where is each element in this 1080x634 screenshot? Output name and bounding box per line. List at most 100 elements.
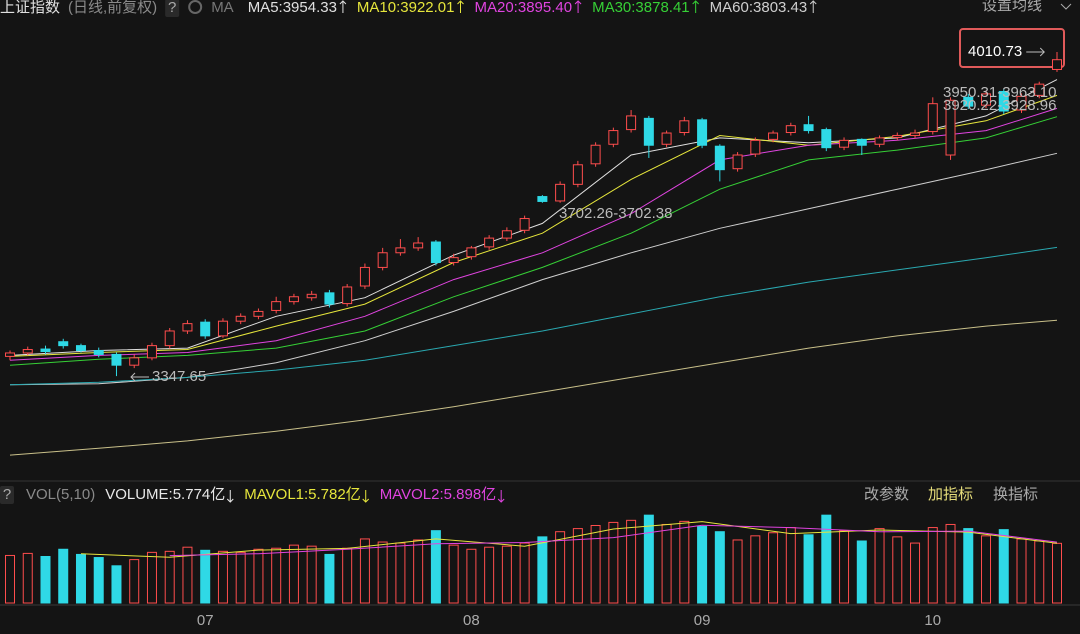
volume-bar bbox=[856, 540, 867, 604]
indicator-button[interactable]: 加指标 bbox=[928, 486, 973, 503]
volume-bar bbox=[679, 520, 690, 604]
candle-body bbox=[1034, 83, 1045, 96]
candle-body bbox=[874, 137, 885, 145]
candle-body bbox=[430, 241, 441, 264]
candle-body bbox=[466, 247, 477, 258]
volume-bar bbox=[963, 528, 974, 604]
candle-body bbox=[555, 183, 566, 202]
candle-body bbox=[572, 164, 583, 185]
candle-body bbox=[892, 134, 903, 138]
volume-bar bbox=[519, 542, 530, 604]
price-annotation: 4010.73 bbox=[968, 43, 1022, 60]
arrow-icon bbox=[497, 490, 505, 503]
candle-body bbox=[217, 320, 228, 337]
candle-body bbox=[750, 139, 761, 155]
volume-bar bbox=[714, 531, 725, 604]
price-annotation: 3920.22-3928.96 bbox=[943, 97, 1056, 114]
arrow-icon bbox=[809, 0, 817, 13]
volume-bar bbox=[146, 551, 157, 604]
candle-body bbox=[448, 257, 459, 264]
volume-bar bbox=[40, 556, 51, 604]
volume-bar bbox=[608, 521, 619, 604]
volume-bar bbox=[874, 528, 885, 604]
settings-button[interactable]: 设置均线 bbox=[982, 0, 1042, 14]
candle-body bbox=[732, 154, 743, 170]
volume-bar bbox=[58, 548, 69, 604]
candle-body bbox=[395, 247, 406, 254]
candle-body bbox=[58, 341, 69, 347]
candle-body bbox=[359, 266, 370, 287]
candle-body bbox=[288, 296, 299, 303]
candle-body bbox=[253, 310, 264, 317]
candle-body bbox=[111, 353, 122, 366]
candle-body bbox=[501, 230, 512, 239]
candle-body bbox=[661, 132, 672, 145]
candle-body bbox=[697, 119, 708, 146]
legend-entry: MAVOL1:5.782亿 bbox=[244, 486, 360, 503]
legend-entry: MA60:3803.43 bbox=[710, 0, 808, 16]
candle-body bbox=[75, 345, 86, 352]
highlight-box bbox=[959, 28, 1065, 68]
volume-bar bbox=[501, 545, 512, 604]
candle-body bbox=[519, 218, 530, 231]
candle-body bbox=[537, 196, 548, 202]
volume-bar bbox=[768, 532, 779, 604]
candle-body bbox=[235, 315, 246, 322]
candle-body bbox=[129, 357, 140, 366]
candle-body bbox=[608, 130, 619, 145]
candle-body bbox=[1052, 59, 1062, 70]
price-annotation: 3950.31-3963.10 bbox=[943, 84, 1056, 101]
volume-bar bbox=[75, 553, 86, 604]
price-annotation: 3347.65 bbox=[152, 368, 206, 385]
volume-bar bbox=[945, 523, 956, 604]
volume-bar bbox=[821, 514, 832, 604]
volume-bar bbox=[803, 534, 814, 604]
volume-bar bbox=[235, 551, 246, 604]
ma-line bbox=[169, 524, 1058, 557]
candle-body bbox=[164, 330, 175, 347]
indicator-button[interactable]: 改参数 bbox=[864, 486, 909, 503]
ma-line bbox=[9, 116, 1058, 366]
candle-body bbox=[626, 115, 637, 131]
volume-bar bbox=[732, 539, 743, 604]
candle-body bbox=[714, 145, 725, 171]
volume-bar bbox=[359, 538, 370, 604]
volume-bar bbox=[271, 547, 282, 604]
dropdown-icon bbox=[1060, 3, 1072, 10]
ma-line bbox=[80, 521, 1058, 558]
candle-body bbox=[998, 90, 1009, 112]
candle-body bbox=[306, 293, 317, 299]
volume-bar bbox=[217, 550, 228, 604]
help-icon[interactable] bbox=[0, 486, 14, 504]
candle-body bbox=[200, 321, 211, 337]
help-text: ? bbox=[3, 486, 11, 503]
candle-body bbox=[643, 117, 654, 146]
gear-icon[interactable] bbox=[188, 0, 203, 14]
volume-bar bbox=[324, 553, 335, 604]
price-annotation: 3702.26-3702.38 bbox=[559, 205, 672, 222]
candle-body bbox=[963, 96, 974, 107]
indicator-button[interactable]: 换指标 bbox=[993, 486, 1038, 503]
candle-body bbox=[910, 132, 921, 136]
candle-body bbox=[342, 286, 353, 305]
volume-bar bbox=[466, 548, 477, 604]
volume-bar bbox=[129, 559, 140, 604]
candle-body bbox=[839, 139, 850, 148]
candle-body bbox=[22, 349, 33, 354]
candle-body bbox=[40, 348, 51, 352]
help-icon[interactable] bbox=[165, 0, 180, 17]
volume-bar bbox=[413, 539, 424, 604]
volume-bar bbox=[892, 536, 903, 604]
volume-bar bbox=[377, 541, 388, 604]
volume-bar bbox=[537, 536, 548, 604]
index-title: 上证指数 bbox=[0, 0, 60, 16]
candle-body bbox=[679, 120, 690, 134]
volume-bar bbox=[590, 525, 601, 604]
candle-body bbox=[590, 144, 601, 165]
index-subtitle: (日线,前复权) bbox=[68, 0, 157, 16]
candle-body bbox=[413, 242, 424, 249]
legend-entry: MA30:3878.41 bbox=[592, 0, 690, 16]
volume-bar bbox=[839, 530, 850, 604]
volume-bar bbox=[626, 519, 637, 604]
